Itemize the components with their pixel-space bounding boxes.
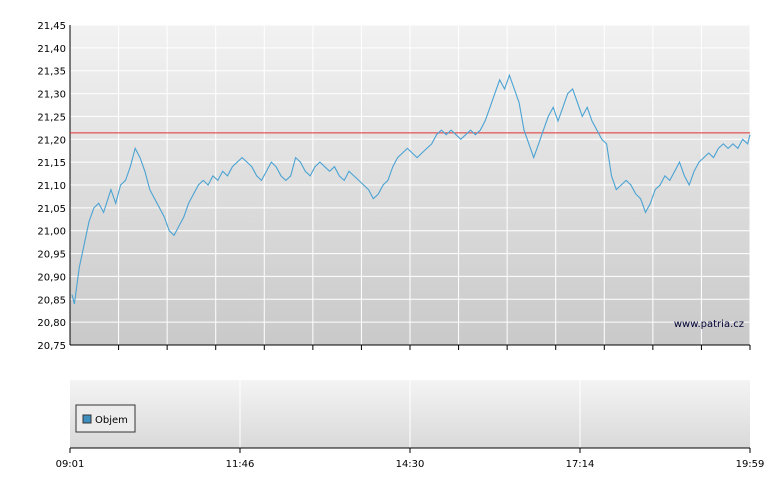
- volume-x-ticks: [69, 448, 751, 453]
- y-tick-label: 20,95: [37, 250, 66, 261]
- y-tick-label: 21,30: [37, 90, 66, 101]
- x-tick-label: 14:30: [396, 459, 425, 470]
- y-tick-label: 21,10: [37, 181, 66, 192]
- y-tick-label: 20,90: [37, 272, 66, 283]
- y-tick-label: 20,85: [37, 295, 66, 306]
- y-tick-label: 21,05: [37, 204, 66, 215]
- legend-swatch: [82, 414, 92, 424]
- x-tick-label: 09:01: [56, 459, 85, 470]
- y-tick-label: 21,15: [37, 158, 66, 169]
- watermark: www.patria.cz: [674, 319, 744, 330]
- volume-grid: [239, 380, 581, 448]
- price-series-line: [71, 73, 751, 305]
- y-tick-label: 21,25: [37, 112, 66, 123]
- x-tick-label: 19:59: [736, 459, 765, 470]
- y-axis-ticks: 20,75 20,80 20,85 20,90 20,95 21,00 21,05 21,10…: [37, 21, 66, 352]
- x-tick-label: 11:46: [226, 459, 255, 470]
- y-tick-label: 21,45: [37, 21, 66, 32]
- x-tick-label: 17:14: [566, 459, 595, 470]
- y-tick-label: 21,00: [37, 227, 66, 238]
- main-x-ticks: [118, 345, 751, 350]
- y-tick-label: 21,40: [37, 44, 66, 55]
- legend: Objem: [75, 404, 136, 433]
- main-grid: [70, 24, 751, 346]
- y-tick-label: 20,75: [37, 341, 66, 352]
- y-tick-label: 21,35: [37, 67, 66, 78]
- y-tick-label: 21,20: [37, 135, 66, 146]
- y-tick-label: 20,80: [37, 318, 66, 329]
- x-axis-labels: 09:01 11:46 14:30 17:14 19:59: [56, 459, 765, 470]
- legend-label: Objem: [95, 415, 128, 426]
